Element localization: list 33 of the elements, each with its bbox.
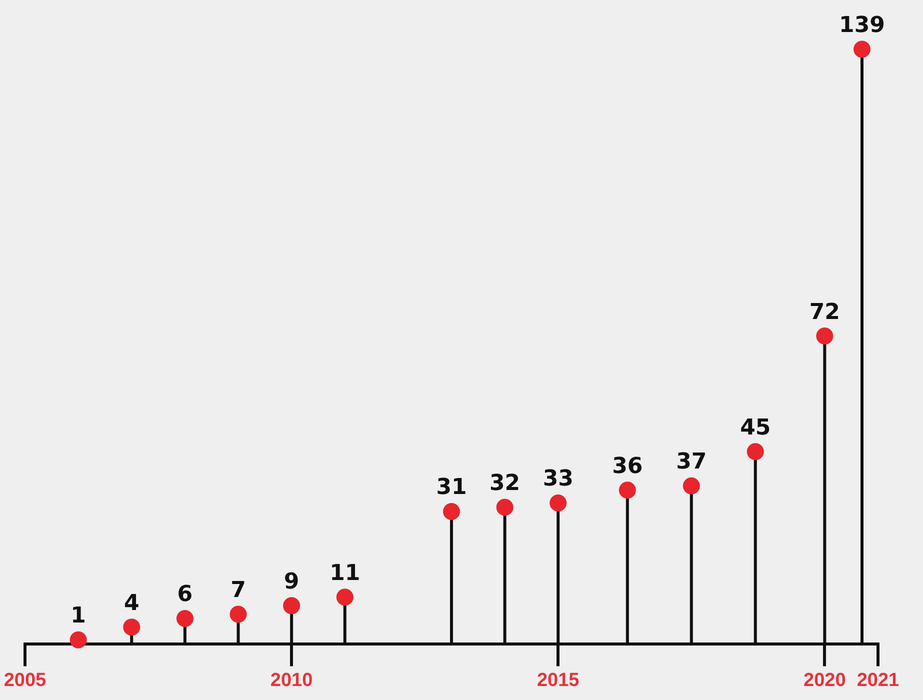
point: [283, 597, 300, 614]
point: [336, 588, 354, 606]
point: [496, 498, 514, 516]
data-label: 139: [839, 13, 885, 38]
point: [230, 606, 247, 623]
point: [816, 328, 834, 345]
x-tick-label: 2005: [4, 670, 47, 691]
data-label: 33: [542, 466, 574, 492]
data-label: 37: [676, 450, 707, 475]
data-label: 7: [230, 578, 246, 603]
point: [618, 482, 636, 499]
x-tick-label: 2010: [270, 670, 313, 691]
data-label: 45: [740, 415, 771, 440]
point: [746, 443, 764, 460]
data-label: 31: [436, 475, 467, 500]
point: [854, 40, 871, 58]
data-label: 6: [177, 582, 193, 608]
x-tick-label: 2021: [856, 670, 900, 691]
data-label: 32: [490, 470, 520, 496]
point: [70, 631, 87, 648]
data-label: 11: [330, 560, 360, 586]
data-label: 36: [612, 454, 643, 479]
point: [443, 503, 460, 520]
point: [176, 610, 194, 628]
point: [682, 477, 700, 494]
point: [123, 618, 140, 636]
x-tick-label: 2015: [536, 670, 580, 691]
data-label: 4: [124, 590, 140, 616]
point: [550, 494, 567, 512]
data-label: 1: [70, 604, 86, 629]
data-label: 72: [809, 300, 840, 325]
x-tick-label: 2020: [804, 670, 846, 691]
data-label: 9: [284, 569, 300, 594]
